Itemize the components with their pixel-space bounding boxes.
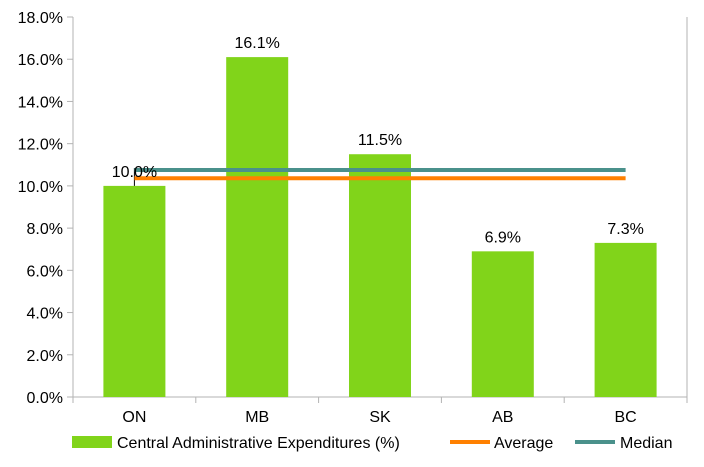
axes [67,16,688,403]
y-tick-label: 18.0% [18,10,63,27]
x-tick-label: ON [122,409,146,426]
y-axis-tick-labels: 0.0% 2.0% 4.0% 6.0% 8.0% 10.0% 12.0% 14.0% 16.0%… [18,10,63,407]
x-axis-tick-labels: ON MB SK AB BC [122,409,636,426]
bar [594,242,657,397]
bar [103,185,166,397]
legend-label-median: Median [620,435,672,452]
x-tick-label: AB [492,409,513,426]
y-tick-label: 2.0% [27,348,63,365]
x-tick-label: SK [369,409,391,426]
y-tick-label: 8.0% [27,221,63,238]
bar [471,251,534,397]
legend-label-bars: Central Administrative Expenditures (%) [117,435,400,452]
bar-data-label: 11.5% [358,132,402,149]
bar [226,57,289,397]
legend-swatch-bars [72,436,112,448]
legend: Central Administrative Expenditures (%) … [72,435,672,452]
reference-lines [133,168,626,186]
y-tick-label: 12.0% [18,137,63,154]
bar-data-label: 16.1% [235,35,280,52]
y-tick-label: 10.0% [18,179,63,196]
y-tick-label: 0.0% [27,390,63,407]
bar-data-label: 7.3% [607,221,643,238]
x-tick-label: BC [614,409,636,426]
bar-data-label: 6.9% [485,229,521,246]
y-tick-label: 16.0% [18,52,63,69]
x-tick-label: MB [245,409,269,426]
bar-data-label: 10.0% [112,164,157,181]
legend-label-average: Average [494,435,553,452]
bar [349,154,411,397]
data-labels: 10.0% 16.1% 11.5% 6.9% 7.3% [112,35,644,246]
y-tick-label: 14.0% [18,94,63,111]
bars [103,57,657,397]
y-tick-label: 6.0% [27,263,63,280]
y-tick-label: 4.0% [27,306,63,323]
